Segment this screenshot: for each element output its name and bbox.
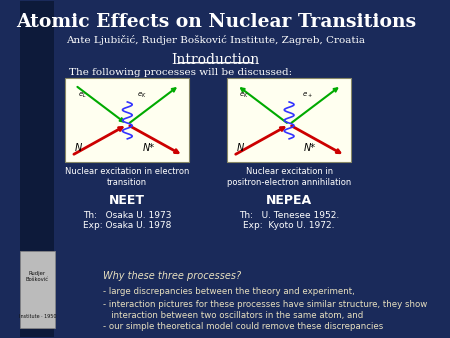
Text: NEET: NEET xyxy=(109,194,145,207)
Text: interaction between two oscillators in the same atom, and: interaction between two oscillators in t… xyxy=(103,311,363,320)
Text: Ante Ljubičić, Rudjer Bošković Institute, Zagreb, Croatia: Ante Ljubičić, Rudjer Bošković Institute… xyxy=(66,35,365,45)
Text: N*: N* xyxy=(304,143,316,152)
Text: $e_+$: $e_+$ xyxy=(302,91,312,100)
Text: Th:   U. Tenesee 1952.: Th: U. Tenesee 1952. xyxy=(239,211,339,220)
Text: - interaction pictures for these processes have similar structure, they show: - interaction pictures for these process… xyxy=(103,300,427,309)
Text: Nuclear excitation in electron
transition: Nuclear excitation in electron transitio… xyxy=(65,167,189,187)
Text: N: N xyxy=(75,143,82,152)
Text: N: N xyxy=(237,143,244,152)
Text: N*: N* xyxy=(142,143,154,152)
Text: Nuclear excitation in
positron-electron annihilation: Nuclear excitation in positron-electron … xyxy=(227,167,351,187)
Text: $e_K$: $e_K$ xyxy=(137,91,147,100)
FancyBboxPatch shape xyxy=(227,78,351,162)
Text: NEPEA: NEPEA xyxy=(266,194,312,207)
Text: - large discrepancies between the theory and experiment,: - large discrepancies between the theory… xyxy=(103,287,355,296)
Text: - our simple theoretical model could remove these discrepancies: - our simple theoretical model could rem… xyxy=(103,322,383,331)
Text: Atomic Effects on Nuclear Transitions: Atomic Effects on Nuclear Transitions xyxy=(16,13,416,31)
Text: $e_K$: $e_K$ xyxy=(239,91,249,100)
Text: Introduction: Introduction xyxy=(171,53,260,67)
Text: Why these three processes?: Why these three processes? xyxy=(103,271,241,281)
Text: Th:   Osaka U. 1973: Th: Osaka U. 1973 xyxy=(83,211,171,220)
Text: Institute · 1950: Institute · 1950 xyxy=(18,314,56,319)
Text: The following processes will be discussed:: The following processes will be discusse… xyxy=(69,68,292,77)
Text: $e_L$: $e_L$ xyxy=(78,91,86,100)
Text: Exp:  Kyoto U. 1972.: Exp: Kyoto U. 1972. xyxy=(243,221,335,230)
Text: Rudjer
Bošković: Rudjer Bošković xyxy=(26,271,49,282)
FancyBboxPatch shape xyxy=(65,78,189,162)
Text: Exp: Osaka U. 1978: Exp: Osaka U. 1978 xyxy=(83,221,171,230)
FancyBboxPatch shape xyxy=(20,1,54,337)
FancyBboxPatch shape xyxy=(20,251,55,328)
